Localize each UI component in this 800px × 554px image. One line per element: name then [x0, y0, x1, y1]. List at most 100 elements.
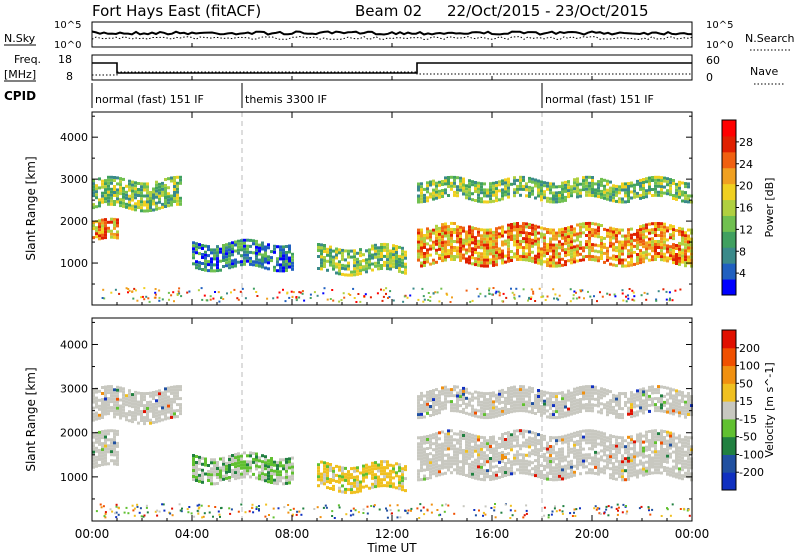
echo-cell — [456, 231, 459, 235]
echo-cell — [609, 408, 612, 412]
echo-cell — [468, 261, 471, 265]
echo-cell — [642, 181, 645, 184]
echo-cell — [474, 184, 477, 187]
echo-cell — [561, 245, 564, 249]
echo-cell — [270, 481, 273, 484]
echo-cell — [627, 185, 630, 188]
echo-cell — [618, 261, 621, 265]
echo-cell — [107, 388, 110, 392]
echo-cell — [435, 474, 438, 478]
echo-cell — [435, 450, 438, 454]
echo-cell — [462, 386, 465, 390]
echo-cell — [684, 252, 687, 256]
scatter-point — [134, 289, 137, 292]
echo-cell — [119, 186, 122, 190]
echo-cell — [678, 437, 681, 441]
echo-cell — [474, 245, 477, 249]
echo-cell — [651, 228, 654, 232]
echo-cell — [636, 194, 639, 198]
echo-cell — [119, 416, 122, 420]
echo-cell — [540, 446, 543, 449]
echo-cell — [480, 444, 483, 448]
echo-cell — [597, 244, 600, 248]
echo-cell — [176, 181, 179, 185]
echo-cell — [615, 477, 618, 481]
echo-cell — [438, 405, 441, 409]
echo-cell — [420, 394, 423, 398]
scatter-point — [599, 291, 601, 294]
echo-cell — [380, 478, 383, 482]
scatter-point — [127, 291, 129, 294]
echo-cell — [681, 181, 684, 185]
echo-cell — [450, 406, 453, 410]
echo-cell — [513, 191, 516, 195]
echo-cell — [471, 463, 474, 467]
scatter-point — [343, 296, 346, 299]
echo-cell — [606, 413, 609, 417]
scatter-point — [606, 292, 609, 295]
echo-cell — [633, 446, 636, 450]
echo-cell — [243, 250, 246, 254]
echo-cell — [648, 439, 651, 442]
echo-cell — [392, 262, 395, 266]
echo-cell — [621, 457, 624, 461]
scatter-point — [417, 298, 420, 301]
echo-cell — [510, 433, 513, 437]
echo-cell — [636, 389, 639, 393]
echo-cell — [585, 435, 588, 439]
echo-cell — [426, 230, 429, 234]
echo-cell — [380, 469, 383, 473]
echo-cell — [492, 190, 495, 194]
echo-cell — [392, 256, 395, 260]
echo-cell — [528, 454, 531, 458]
echo-cell — [639, 453, 642, 457]
echo-cell — [567, 407, 570, 411]
echo-cell — [152, 409, 155, 412]
scatter-point — [326, 298, 329, 301]
scatter-point — [272, 297, 275, 300]
echo-cell — [353, 469, 356, 473]
echo-cell — [606, 410, 609, 414]
echo-cell — [462, 241, 465, 245]
echo-cell — [660, 435, 663, 439]
echo-cell — [603, 251, 606, 255]
echo-cell — [483, 463, 486, 467]
echo-cell — [540, 250, 543, 254]
echo-cell — [179, 409, 182, 413]
echo-cell — [195, 263, 198, 267]
echo-cell — [282, 269, 285, 273]
echo-cell — [149, 403, 152, 407]
echo-cell — [666, 392, 669, 396]
echo-cell — [477, 242, 480, 246]
echo-cell — [672, 228, 675, 232]
echo-cell — [492, 435, 495, 439]
echo-cell — [687, 197, 690, 201]
echo-cell — [380, 460, 383, 464]
echo-cell — [582, 246, 585, 250]
echo-cell — [612, 248, 615, 252]
scatter-point — [381, 299, 384, 302]
echo-cell — [143, 188, 146, 192]
echo-cell — [657, 193, 660, 197]
echo-cell — [537, 191, 540, 195]
scatter-point — [209, 298, 212, 301]
echo-cell — [429, 235, 432, 239]
echo-cell — [450, 184, 453, 188]
echo-cell — [386, 252, 389, 256]
echo-cell — [116, 400, 119, 404]
echo-cell — [240, 254, 243, 258]
echo-cell — [513, 409, 516, 413]
scatter-point — [323, 287, 326, 290]
echo-cell — [639, 400, 642, 404]
echo-cell — [386, 249, 389, 253]
echo-cell — [173, 391, 176, 395]
echo-cell — [176, 190, 179, 194]
echo-cell — [417, 416, 420, 420]
echo-cell — [534, 260, 537, 264]
noise-panel: N.Sky 10^5 10^0 10^5 10^0 N.Search — [4, 20, 795, 51]
echo-cell — [438, 449, 441, 453]
echo-cell — [534, 230, 537, 234]
echo-cell — [666, 407, 669, 411]
echo-cell — [435, 388, 438, 392]
echo-cell — [639, 184, 642, 188]
